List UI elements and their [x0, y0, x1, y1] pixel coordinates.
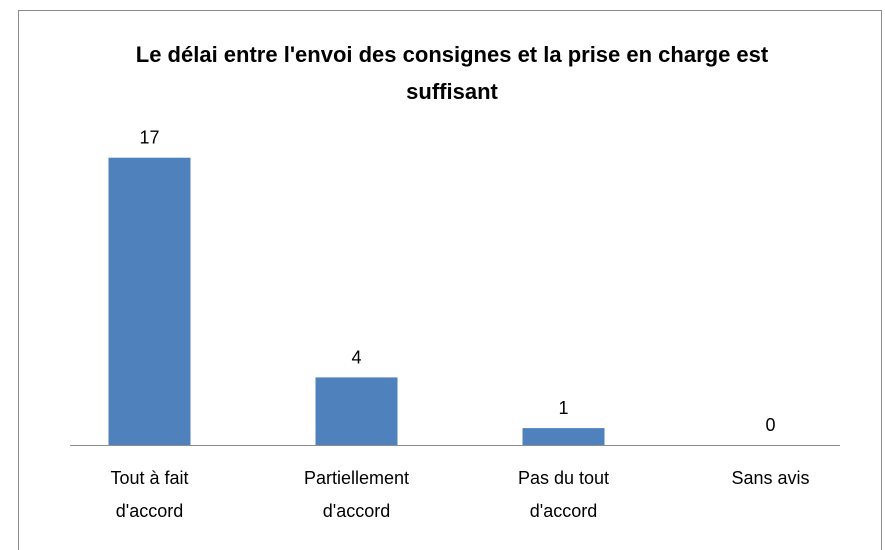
x-tick-label: Sans avis: [731, 468, 810, 488]
data-label: 1: [558, 398, 568, 418]
x-tick-label: Partiellement d'accord: [303, 468, 410, 521]
chart-frame: [18, 10, 882, 550]
data-label: 4: [351, 347, 361, 367]
data-label: 0: [765, 415, 775, 435]
data-label: 17: [139, 128, 159, 148]
chart-title: Le délai entre l'envoi des consignes et …: [135, 42, 769, 104]
bar: [522, 428, 605, 445]
x-tick-label: Pas du tout d'accord: [517, 468, 610, 521]
bar: [108, 157, 191, 445]
x-tick-label: Tout à fait d'accord: [110, 468, 189, 521]
bar: [315, 377, 398, 445]
